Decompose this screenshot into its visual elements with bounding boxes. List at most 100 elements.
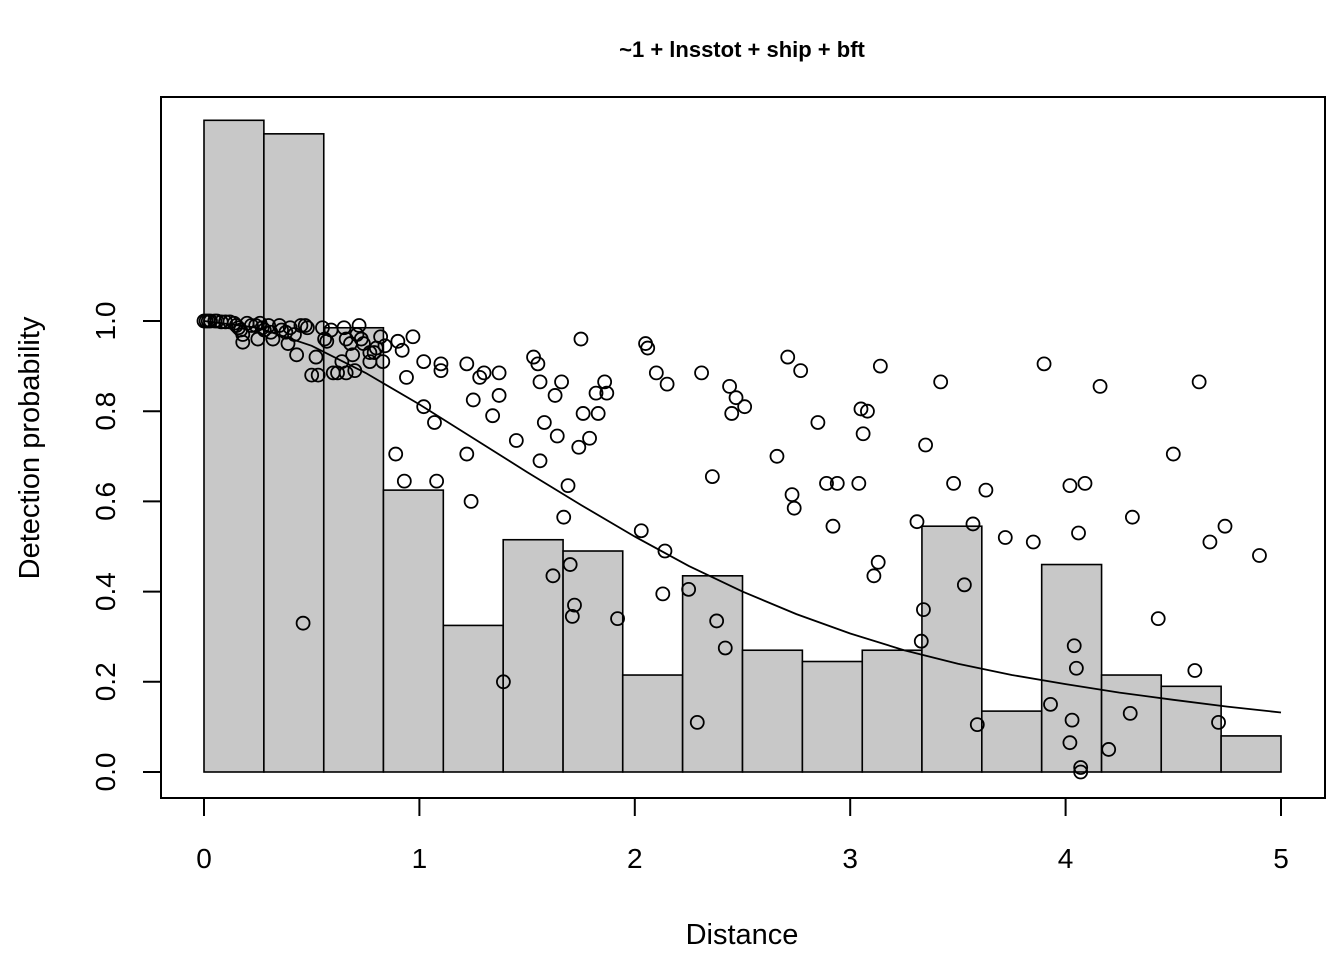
detection-point bbox=[556, 509, 572, 525]
detection-point bbox=[1252, 548, 1267, 563]
histogram-bar bbox=[442, 624, 504, 773]
detection-point bbox=[377, 338, 393, 354]
x-axis-label: Distance bbox=[686, 919, 799, 951]
detection-point bbox=[416, 399, 432, 415]
detection-point bbox=[338, 365, 354, 381]
y-tick-label: 0.0 bbox=[90, 753, 121, 792]
histogram-bar bbox=[981, 710, 1043, 773]
detection-point bbox=[1073, 764, 1089, 780]
detection-point bbox=[610, 611, 625, 627]
histogram-bar bbox=[1220, 735, 1282, 773]
detection-point bbox=[909, 514, 925, 530]
y-tick-label: 0.4 bbox=[90, 572, 121, 611]
detection-point bbox=[870, 554, 886, 570]
histogram-bar bbox=[681, 575, 744, 773]
histogram-bar bbox=[861, 649, 923, 773]
detection-point bbox=[648, 365, 664, 381]
detection-point bbox=[491, 388, 507, 403]
detection-point bbox=[1062, 735, 1078, 751]
detection-point bbox=[459, 356, 475, 372]
detection-point bbox=[1064, 712, 1080, 728]
detection-point bbox=[554, 374, 569, 390]
detection-point bbox=[416, 354, 432, 369]
detection-point bbox=[433, 363, 449, 379]
detection-point bbox=[295, 615, 311, 631]
detection-point bbox=[433, 356, 449, 372]
detection-point bbox=[375, 354, 391, 369]
detection-point bbox=[562, 557, 578, 572]
histogram-bar bbox=[621, 674, 684, 773]
x-tick-label: 4 bbox=[1058, 843, 1074, 874]
detection-point bbox=[243, 318, 259, 333]
detection-point bbox=[373, 329, 389, 345]
detection-point bbox=[872, 358, 888, 374]
y-tick-label: 1.0 bbox=[90, 302, 121, 341]
detection-point bbox=[218, 314, 233, 330]
histogram-bar bbox=[801, 660, 864, 773]
histogram-bar bbox=[203, 119, 265, 773]
detection-point bbox=[969, 717, 985, 733]
detection-point bbox=[819, 475, 834, 491]
detection-point bbox=[396, 473, 412, 489]
detection-point bbox=[582, 430, 597, 446]
detection-point bbox=[1211, 714, 1226, 730]
detection-point bbox=[485, 408, 501, 424]
detection-point bbox=[1191, 374, 1207, 390]
detection-point bbox=[491, 365, 507, 381]
detection-point bbox=[549, 428, 565, 444]
detection-point bbox=[1036, 356, 1052, 372]
y-axis-label: Detection probability bbox=[14, 316, 46, 579]
detection-point bbox=[825, 518, 841, 534]
detection-point bbox=[496, 674, 511, 690]
detection-point bbox=[536, 415, 552, 430]
detection-point bbox=[784, 487, 800, 503]
detection-point bbox=[265, 331, 281, 347]
detection-point bbox=[573, 331, 589, 347]
detection-point bbox=[866, 568, 882, 584]
detection-point bbox=[918, 437, 933, 453]
y-tick-label: 0.6 bbox=[90, 482, 121, 521]
detection-point bbox=[681, 581, 697, 597]
detection-point bbox=[256, 322, 272, 338]
detection-point bbox=[388, 446, 404, 462]
detection-point bbox=[657, 543, 673, 559]
detection-point bbox=[913, 633, 929, 649]
detection-point bbox=[293, 318, 309, 333]
x-tick-label: 1 bbox=[412, 843, 428, 874]
detection-point bbox=[588, 385, 604, 401]
detection-point bbox=[203, 313, 218, 329]
detection-point bbox=[655, 586, 671, 602]
detection-point bbox=[1025, 534, 1041, 550]
detection-point bbox=[1124, 509, 1140, 525]
detection-point bbox=[956, 577, 972, 593]
detection-point bbox=[851, 475, 867, 491]
detection-point bbox=[965, 516, 981, 532]
detection-point bbox=[1122, 705, 1138, 721]
detection-point bbox=[315, 320, 330, 336]
detection-point bbox=[855, 426, 871, 442]
detection-point bbox=[780, 349, 796, 365]
detection-point bbox=[575, 406, 591, 421]
detection-point bbox=[689, 714, 705, 730]
detection-point bbox=[793, 363, 809, 379]
histogram-bar bbox=[921, 525, 983, 773]
detection-point bbox=[297, 318, 313, 333]
histogram-bar bbox=[562, 550, 624, 773]
detection-point bbox=[289, 347, 305, 363]
detection-point bbox=[532, 453, 548, 469]
detection-point bbox=[394, 342, 410, 358]
detection-point bbox=[978, 482, 994, 498]
y-tick-label: 0.8 bbox=[90, 392, 121, 431]
detection-point bbox=[545, 568, 561, 584]
detection-point bbox=[640, 340, 656, 356]
histogram-bar bbox=[502, 538, 564, 773]
histogram-bar bbox=[1160, 685, 1222, 773]
detection-point bbox=[597, 374, 613, 390]
detection-point bbox=[599, 385, 615, 401]
histogram-bar bbox=[1040, 563, 1103, 773]
detection-point bbox=[933, 374, 949, 390]
detection-point bbox=[336, 320, 352, 336]
detection-point bbox=[1165, 446, 1181, 462]
detection-point bbox=[1062, 478, 1078, 494]
